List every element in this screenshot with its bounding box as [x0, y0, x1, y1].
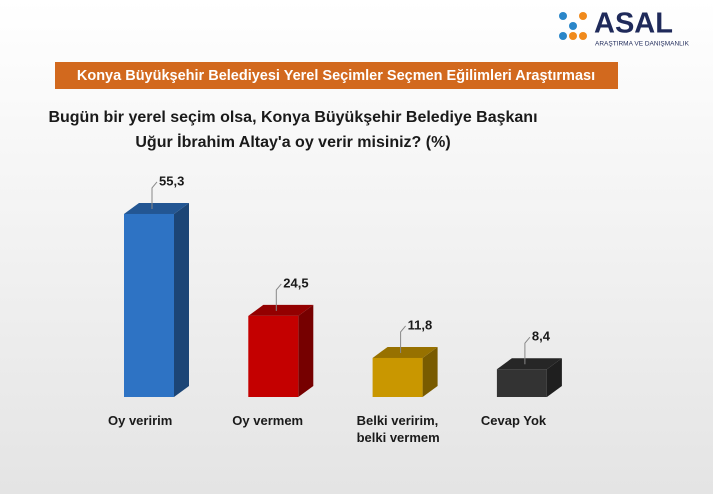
bar [372, 357, 423, 397]
title-banner [55, 62, 618, 89]
bar-top [124, 202, 189, 214]
bar [248, 315, 299, 397]
leader-line [151, 181, 158, 209]
leader-line [400, 325, 406, 353]
x-tick-label-line: Belki veririm, [357, 413, 439, 428]
x-tick-label-line: Cevap Yok [481, 413, 547, 428]
chart-subtitle: Uğur İbrahim Altay'a oy verir misiniz? (… [135, 133, 450, 151]
chart-title: Konya Büyükşehir Belediyesi Yerel Seçiml… [77, 68, 595, 84]
chart-subtitle: Bugün bir yerel seçim olsa, Konya Büyükş… [48, 109, 537, 126]
bar-side [546, 358, 562, 397]
x-tick-label-line: belki vermem [357, 430, 440, 445]
x-tick-label-line: Oy veririm [108, 413, 172, 428]
x-tick-label: Cevap Yok [481, 413, 547, 428]
bar-top [496, 358, 562, 370]
logo-name: ASAL [594, 8, 673, 40]
bar [124, 213, 174, 397]
bar-top [248, 304, 314, 316]
bar-top [372, 346, 438, 358]
bar [496, 369, 547, 397]
x-tick-label: Oy veririm [108, 413, 172, 428]
value-label: 24,5 [283, 275, 308, 290]
logo: ASAL ARAŞTIRMA VE DANIŞMANLIK [559, 8, 690, 48]
bar-side [298, 304, 314, 397]
x-tick-label: Belki veririm, belki vermem [357, 413, 440, 445]
value-label: 55,3 [159, 173, 184, 188]
bar-side [174, 202, 189, 397]
x-tick-label-line: Oy vermem [232, 413, 303, 428]
value-label: 8,4 [532, 329, 551, 344]
value-label: 11,8 [408, 317, 433, 332]
logo-tagline: ARAŞTIRMA VE DANIŞMANLIK [595, 41, 690, 48]
leader-line [524, 336, 531, 365]
x-tick-label: Oy vermem [232, 413, 303, 428]
bar-side [422, 346, 438, 397]
leader-line [275, 283, 282, 311]
